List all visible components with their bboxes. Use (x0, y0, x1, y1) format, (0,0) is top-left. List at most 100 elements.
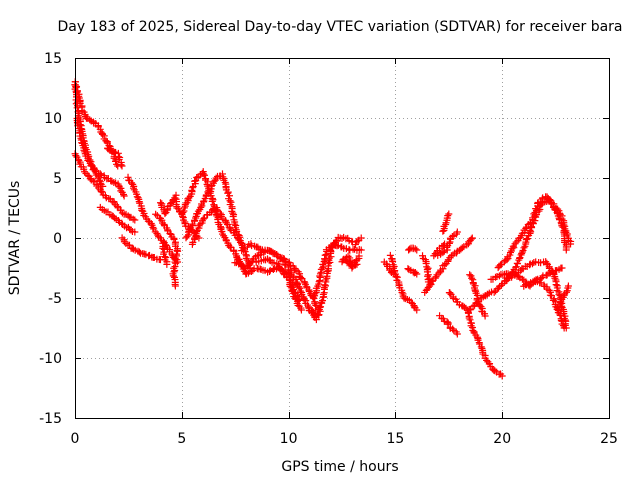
data-point (191, 234, 199, 242)
data-point (297, 306, 305, 314)
x-tick-label: 20 (493, 431, 511, 447)
data-point (558, 215, 566, 223)
data-point (440, 242, 448, 250)
data-point (444, 212, 452, 220)
data-point (99, 130, 107, 138)
data-point (357, 234, 365, 242)
data-point (96, 170, 104, 178)
data-point (134, 194, 142, 202)
data-point (89, 177, 97, 185)
data-point (186, 225, 194, 233)
data-point (86, 116, 94, 124)
data-point (483, 356, 491, 364)
data-point (467, 322, 475, 330)
data-point (110, 154, 118, 162)
data-point (446, 289, 454, 297)
data-point (355, 252, 363, 260)
data-point (538, 274, 546, 282)
data-point (555, 207, 563, 215)
y-tick-label: 10 (44, 111, 62, 127)
data-point (461, 303, 469, 311)
data-point (171, 266, 179, 274)
data-point (439, 249, 447, 257)
data-point (75, 157, 83, 165)
data-point (80, 146, 88, 154)
data-point (304, 303, 312, 311)
data-point (169, 272, 177, 280)
data-point (458, 244, 466, 252)
data-point (300, 296, 308, 304)
chart-title: Day 183 of 2025, Sidereal Day-to-day VTE… (57, 19, 622, 35)
data-point (322, 276, 330, 284)
data-point (468, 274, 476, 282)
data-point (96, 176, 104, 184)
data-point (556, 311, 564, 319)
data-point (297, 274, 305, 282)
data-point (321, 255, 329, 263)
data-point (411, 245, 419, 253)
data-point (147, 220, 155, 228)
data-point (181, 200, 189, 208)
data-point (240, 245, 248, 253)
data-point (512, 263, 520, 271)
data-point (431, 274, 439, 282)
data-point (295, 283, 303, 291)
data-point (424, 264, 432, 272)
data-point (562, 228, 570, 236)
plot-frame (75, 58, 610, 419)
data-point (513, 259, 521, 267)
data-point (159, 244, 167, 252)
data-point (75, 92, 83, 100)
data-point (90, 166, 98, 174)
data-point (449, 325, 457, 333)
data-point (357, 246, 365, 254)
data-point (312, 316, 320, 324)
data-point (209, 196, 217, 204)
data-point (266, 267, 274, 275)
data-point (413, 306, 421, 314)
data-point (127, 226, 135, 234)
data-point (245, 260, 253, 268)
data-point (453, 330, 461, 338)
data-point (492, 273, 500, 281)
data-point (353, 260, 361, 268)
data-point (117, 161, 125, 169)
x-tick-label: 0 (71, 431, 80, 447)
y-tick-label: 5 (53, 171, 62, 187)
x-axis-label: GPS time / hours (281, 459, 398, 475)
data-point (153, 229, 161, 237)
data-point (149, 223, 157, 231)
data-point (386, 251, 394, 259)
data-point (216, 209, 224, 217)
data-point (481, 312, 489, 320)
data-point (316, 270, 324, 278)
data-point (194, 207, 202, 215)
data-point (150, 225, 158, 233)
data-point (558, 264, 566, 272)
data-point (317, 303, 325, 311)
data-point (496, 261, 504, 269)
data-point (266, 266, 274, 274)
data-point (213, 206, 221, 214)
data-point (562, 288, 570, 296)
data-point (348, 264, 356, 272)
data-point (556, 210, 564, 218)
data-point (319, 290, 327, 298)
data-point (273, 251, 281, 259)
data-point (113, 202, 121, 210)
data-point (126, 241, 133, 249)
data-point (131, 216, 139, 224)
data-point (236, 238, 244, 246)
data-point (531, 212, 539, 220)
data-point (466, 316, 474, 324)
data-point (199, 215, 207, 223)
tick-labels: 0 5 10 15 20 25 15 10 5 0 -5 -10 -15 (39, 51, 618, 447)
data-point (98, 188, 106, 196)
y-tick-label: -15 (39, 411, 62, 427)
data-point (226, 225, 234, 233)
data-point (172, 259, 180, 267)
data-point (477, 343, 485, 351)
data-point (171, 282, 179, 290)
data-point (448, 232, 456, 240)
